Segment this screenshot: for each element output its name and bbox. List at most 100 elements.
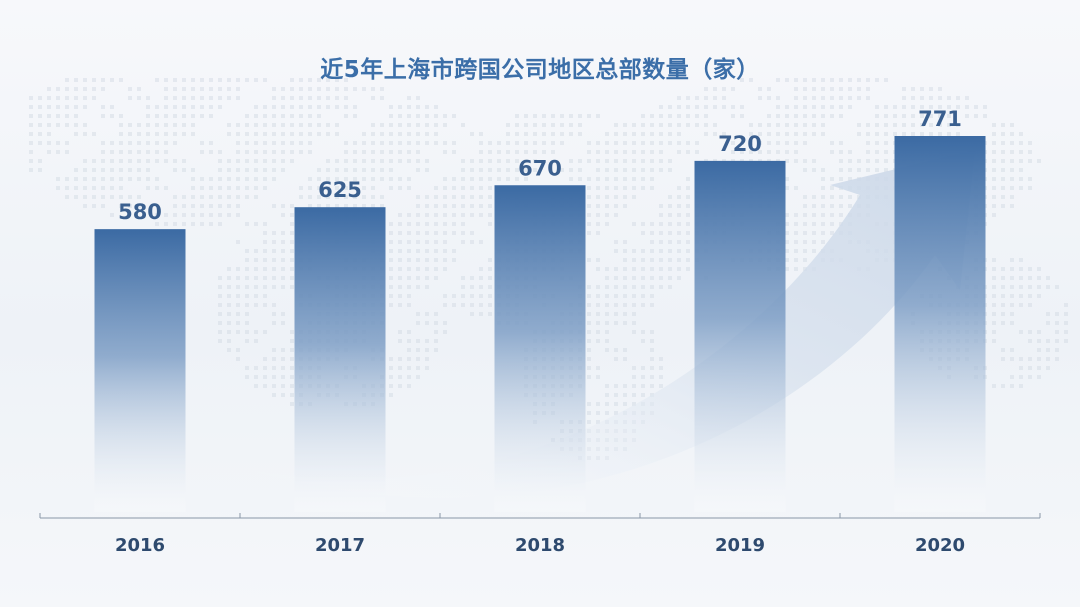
map-dot [128,141,132,145]
map-dot [857,96,861,100]
map-dot [938,87,942,91]
map-dot [416,114,420,118]
map-dot [1064,330,1068,334]
map-dot [641,267,645,271]
map-dot [650,366,654,370]
map-dot [920,123,924,127]
map-dot [614,312,618,316]
map-dot [245,159,249,163]
map-dot [92,195,96,199]
map-dot [587,357,591,361]
map-dot [677,231,681,235]
map-dot [398,339,402,343]
map-dot [164,114,168,118]
map-dot [281,384,285,388]
map-dot [380,150,384,154]
map-dot [263,168,267,172]
map-dot [515,123,519,127]
map-dot [218,303,222,307]
map-dot [344,78,348,82]
map-dot [641,186,645,190]
map-dot [731,114,735,118]
map-dot [326,159,330,163]
map-dot [272,384,276,388]
map-dot [596,141,600,145]
map-dot [308,141,312,145]
map-dot [479,294,483,298]
map-dot [830,96,834,100]
map-dot [623,384,627,388]
map-dot [101,177,105,181]
map-dot [461,240,465,244]
map-dot [920,96,924,100]
map-dot [758,141,762,145]
map-dot [515,114,519,118]
map-dot [749,141,753,145]
map-dot [587,411,591,415]
map-dot [785,177,789,181]
map-dot [263,303,267,307]
map-dot [596,303,600,307]
map-dot [92,78,96,82]
map-dot [398,186,402,190]
map-dot [605,213,609,217]
map-dot [776,141,780,145]
map-dot [668,168,672,172]
map-dot [227,321,231,325]
map-dot [605,195,609,199]
map-dot [542,150,546,154]
map-dot [182,123,186,127]
map-dot [1028,330,1032,334]
map-dot [875,123,879,127]
map-dot [416,105,420,109]
map-dot [1010,168,1014,172]
map-dot [650,150,654,154]
map-dot [254,285,258,289]
map-dot [263,357,267,361]
map-dot [569,168,573,172]
map-dot [326,96,330,100]
map-dot [767,141,771,145]
map-dot [254,384,258,388]
map-dot [443,231,447,235]
map-dot [632,330,636,334]
map-dot [254,132,258,136]
map-dot [1037,348,1041,352]
map-dot [65,195,69,199]
map-dot [263,177,267,181]
map-dot [506,150,510,154]
map-dot [254,105,258,109]
map-dot [668,240,672,244]
map-dot [605,303,609,307]
map-dot [470,276,474,280]
map-dot [416,159,420,163]
map-dot [227,87,231,91]
map-dot [74,186,78,190]
map-dot [218,78,222,82]
map-dot [290,393,294,397]
map-dot [362,141,366,145]
map-dot [227,348,231,352]
map-dot [290,276,294,280]
map-dot [587,141,591,145]
map-dot [1010,267,1014,271]
map-dot [1046,357,1050,361]
map-dot [29,150,33,154]
map-dot [596,186,600,190]
map-dot [416,321,420,325]
value-label-2019: 720 [718,132,762,156]
map-dot [650,132,654,136]
map-dot [596,294,600,298]
map-dot [380,204,384,208]
map-dot [263,141,267,145]
map-dot [938,96,942,100]
map-dot [650,249,654,253]
map-dot [416,231,420,235]
map-dot [956,123,960,127]
map-dot [794,141,798,145]
map-dot [371,96,375,100]
map-dot [470,177,474,181]
map-dot [533,123,537,127]
map-dot [137,87,141,91]
map-dot [74,132,78,136]
